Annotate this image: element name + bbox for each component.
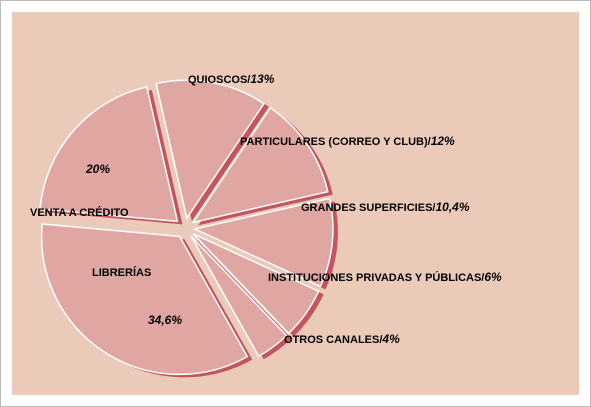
value-label: 6% [484,270,502,284]
slice-label: GRANDES SUPERFICIES/10,4% [301,200,470,214]
value-label: 4% [381,332,400,346]
value-label: 12% [431,134,455,148]
category-label: GRANDES SUPERFICIES/ [301,202,435,214]
category-label: PARTICULARES (CORREO Y CLUB)/ [240,136,431,148]
slice [190,235,288,358]
slice [40,223,249,376]
value-label: 13% [250,72,274,86]
slice [155,79,265,221]
slice-label: 20% [85,162,110,176]
category-label: VENTA A CRÉDITO [30,206,129,219]
slice-label: PARTICULARES (CORREO Y CLUB)/12% [240,134,455,148]
slice [192,233,320,335]
slice [39,85,179,223]
slice [191,106,329,224]
slice-label: 34,6% [148,313,182,327]
value-label: 20% [85,162,110,176]
category-label: QUIOSCOS/ [188,74,250,86]
slice-label: OTROS CANALES/4% [284,332,400,346]
value-label: 10,4% [435,200,469,214]
category-label: OTROS CANALES/ [284,334,382,346]
value-label: 34,6% [148,313,182,327]
slice-label: INSTITUCIONES PRIVADAS Y PÚBLICAS/6% [268,270,502,284]
slice-label: QUIOSCOS/13% [188,72,275,86]
slice [192,197,334,288]
category-label: INSTITUCIONES PRIVADAS Y PÚBLICAS/ [268,271,484,284]
category-label: LIBRERÍAS [92,266,151,279]
